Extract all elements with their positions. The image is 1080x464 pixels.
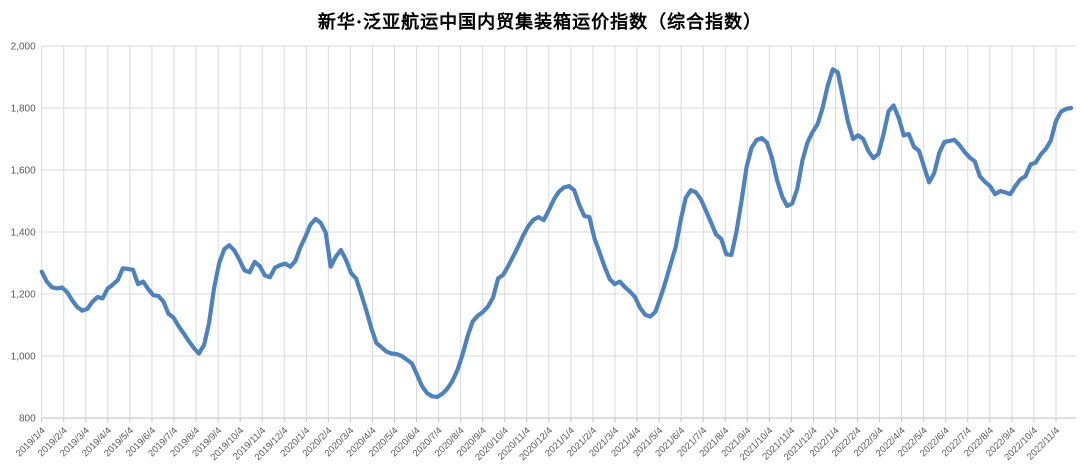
y-tick-labels: 800 1,000 1,200 1,400 1,600 1,800 2,000 bbox=[11, 42, 36, 425]
y-tick-label: 1,200 bbox=[11, 290, 36, 301]
y-tick-label: 1,000 bbox=[11, 352, 36, 363]
y-tick-label: 1,800 bbox=[11, 104, 36, 115]
series-line bbox=[39, 67, 1074, 399]
x-gridlines bbox=[41, 46, 1057, 422]
y-gridlines bbox=[41, 45, 1076, 419]
y-tick-label: 1,600 bbox=[11, 166, 36, 177]
y-tick-label: 1,400 bbox=[11, 228, 36, 239]
chart-title: 新华·泛亚航运中国内贸集装箱运价指数（综合指数） bbox=[317, 12, 763, 33]
y-tick-label: 800 bbox=[19, 414, 36, 425]
y-tick-label: 2,000 bbox=[11, 42, 36, 53]
x-tick-labels: 2019/1/42019/2/42019/3/42019/4/42019/5/4… bbox=[14, 425, 1062, 463]
